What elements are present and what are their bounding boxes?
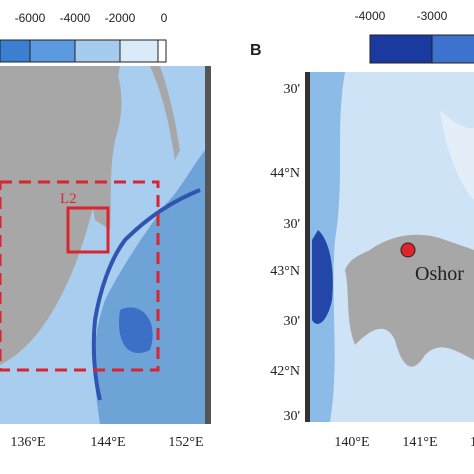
colorbar-tick-label: 0 xyxy=(161,11,168,25)
y-axis-label: 43°N xyxy=(270,264,300,279)
map-b xyxy=(305,72,474,422)
site-label: Oshor xyxy=(415,263,464,285)
colorbar-tick-label: -6000 xyxy=(15,11,46,25)
x-axis-label: 141°E xyxy=(402,435,437,450)
x-axis-label: 1 xyxy=(470,435,474,450)
y-axis-label: 44°N xyxy=(270,166,300,181)
y-axis-label: 30' xyxy=(283,409,300,424)
panel-label: B xyxy=(250,42,262,59)
colorbar-tick-label: -2000 xyxy=(105,11,136,25)
map-a xyxy=(0,66,211,424)
y-axis-label: 30' xyxy=(283,82,300,97)
colorbar-a xyxy=(0,39,167,63)
colorbar-tick-label: -4000 xyxy=(60,11,91,25)
box-label: L2 xyxy=(60,191,77,207)
x-axis-label: 152°E xyxy=(168,435,203,450)
x-axis-label: 144°E xyxy=(90,435,125,450)
x-axis-label: 140°E xyxy=(334,435,369,450)
colorbar-b xyxy=(369,34,474,64)
y-axis-label: 30' xyxy=(283,217,300,232)
y-axis-label: 42°N xyxy=(270,364,300,379)
y-axis-label: 30' xyxy=(283,314,300,329)
x-axis-label: 136°E xyxy=(10,435,45,450)
colorbar-tick-label: -3000 xyxy=(417,9,448,23)
colorbar-tick-label: -4000 xyxy=(355,9,386,23)
